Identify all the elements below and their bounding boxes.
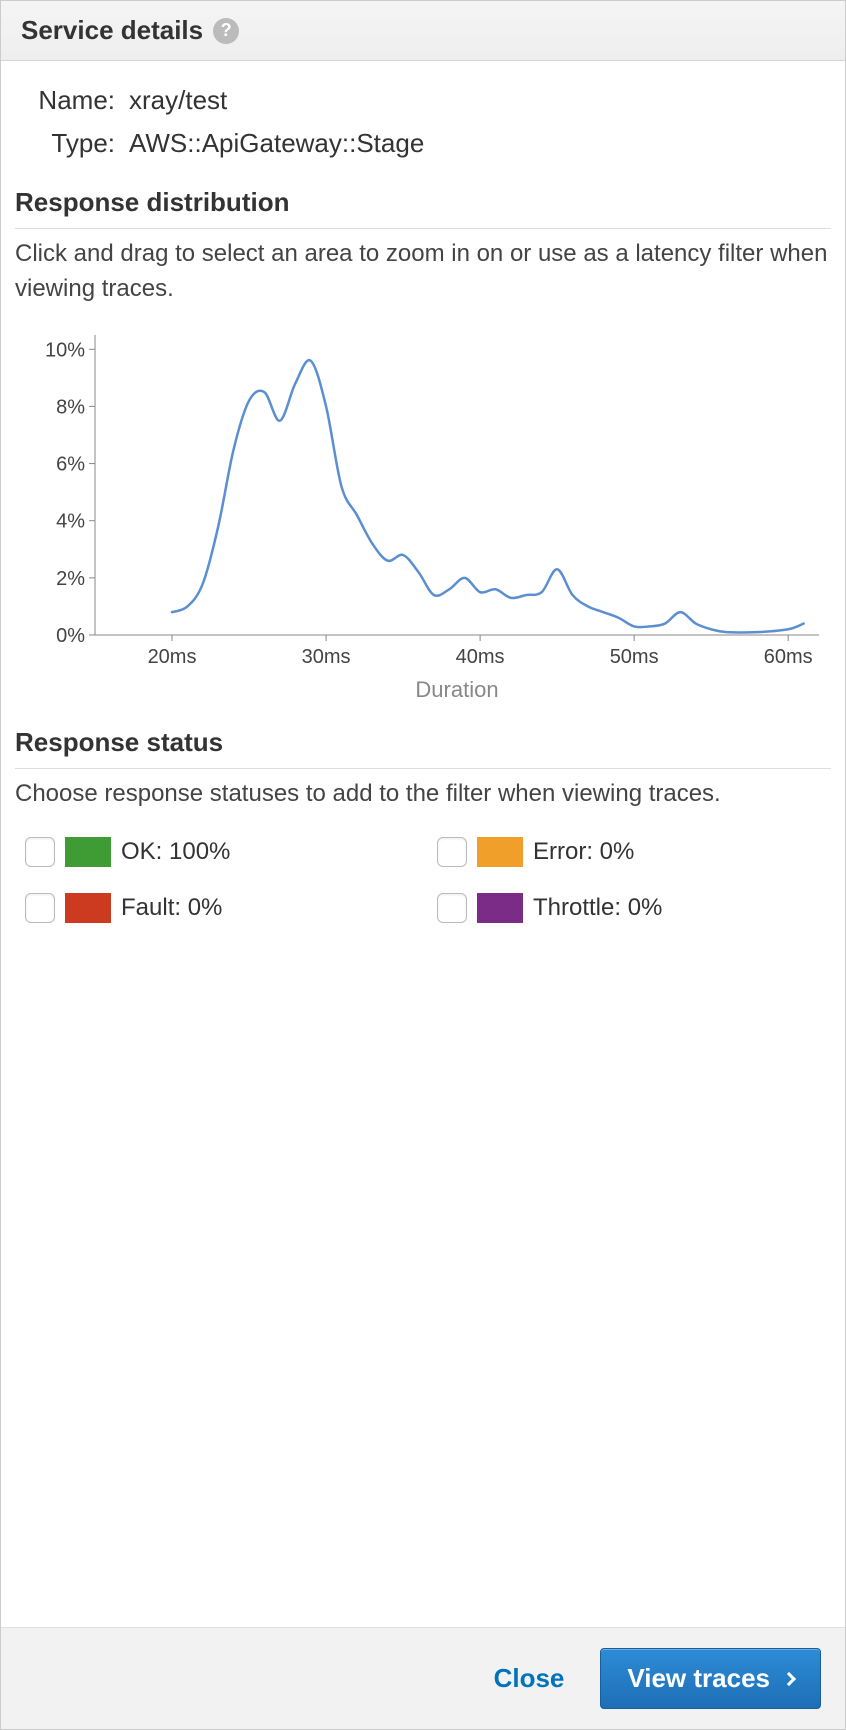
panel-title: Service details: [21, 15, 203, 46]
panel-body: Name: xray/test Type: AWS::ApiGateway::S…: [1, 61, 845, 1627]
swatch-error: [477, 837, 523, 867]
detail-name-value: xray/test: [129, 85, 227, 116]
detail-type-value: AWS::ApiGateway::Stage: [129, 128, 424, 159]
swatch-throttle: [477, 893, 523, 923]
svg-text:0%: 0%: [56, 625, 85, 647]
view-traces-button[interactable]: View traces: [600, 1648, 821, 1709]
detail-row-name: Name: xray/test: [15, 79, 831, 122]
status-option-throttle: Throttle: 0%: [437, 893, 821, 923]
detail-row-type: Type: AWS::ApiGateway::Stage: [15, 122, 831, 165]
status-label-throttle: Throttle: 0%: [533, 894, 662, 922]
status-option-ok: OK: 100%: [25, 837, 409, 867]
response-status-title: Response status: [15, 727, 831, 758]
swatch-fault: [65, 893, 111, 923]
response-distribution-desc: Click and drag to select an area to zoom…: [15, 237, 831, 307]
svg-text:10%: 10%: [45, 339, 85, 361]
status-options: OK: 100% Error: 0% Fault: 0% Throttle: 0%: [15, 837, 831, 923]
status-option-fault: Fault: 0%: [25, 893, 409, 923]
checkbox-fault[interactable]: [25, 893, 55, 923]
svg-text:4%: 4%: [56, 510, 85, 532]
divider: [15, 768, 831, 769]
divider: [15, 228, 831, 229]
svg-text:30ms: 30ms: [302, 646, 351, 668]
checkbox-error[interactable]: [437, 837, 467, 867]
svg-text:2%: 2%: [56, 567, 85, 589]
help-icon[interactable]: ?: [213, 18, 239, 44]
view-traces-label: View traces: [627, 1663, 770, 1694]
status-label-fault: Fault: 0%: [121, 894, 222, 922]
svg-text:50ms: 50ms: [610, 646, 659, 668]
service-details-panel: Service details ? Name: xray/test Type: …: [0, 0, 846, 1730]
response-distribution-chart[interactable]: 0% 2% 4% 6% 8% 10% 20ms 30ms 40ms 50ms 60ms Duratio…: [15, 325, 831, 705]
swatch-ok: [65, 837, 111, 867]
svg-text:20ms: 20ms: [148, 646, 197, 668]
detail-type-label: Type:: [31, 128, 115, 159]
panel-footer: Close View traces: [1, 1627, 845, 1729]
status-label-ok: OK: 100%: [121, 838, 230, 866]
chevron-right-icon: [782, 1671, 796, 1685]
svg-text:40ms: 40ms: [456, 646, 505, 668]
checkbox-ok[interactable]: [25, 837, 55, 867]
response-distribution-title: Response distribution: [15, 187, 831, 218]
status-label-error: Error: 0%: [533, 838, 634, 866]
detail-name-label: Name:: [31, 85, 115, 116]
close-button[interactable]: Close: [494, 1663, 565, 1694]
response-status-desc: Choose response statuses to add to the f…: [15, 777, 831, 812]
checkbox-throttle[interactable]: [437, 893, 467, 923]
svg-text:60ms: 60ms: [764, 646, 813, 668]
svg-text:6%: 6%: [56, 453, 85, 475]
svg-text:8%: 8%: [56, 396, 85, 418]
svg-text:Duration: Duration: [415, 677, 498, 702]
panel-header: Service details ?: [1, 1, 845, 61]
status-option-error: Error: 0%: [437, 837, 821, 867]
